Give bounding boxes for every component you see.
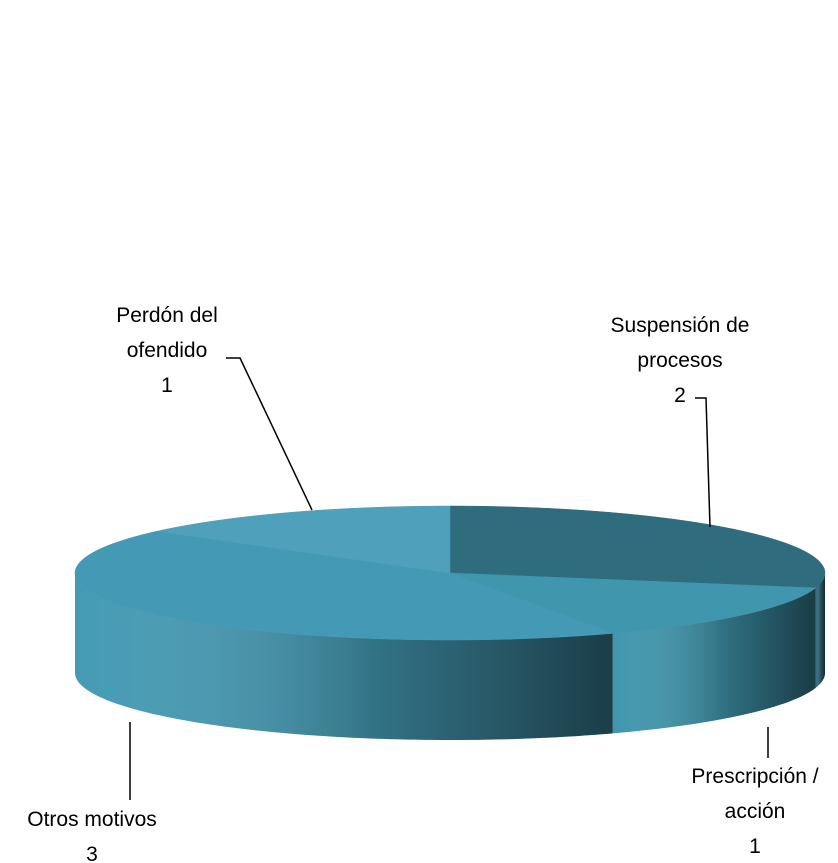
- leader-lines: [129, 357, 769, 800]
- label-name: Prescripción / acción: [691, 765, 819, 823]
- pie-side-shade: [612, 587, 816, 734]
- tops: [74, 505, 826, 641]
- pie-slice: [449, 505, 826, 589]
- pie-side-shade: [75, 573, 613, 740]
- label-name: Suspensión de procesos: [610, 314, 750, 372]
- label-value: 1: [161, 374, 173, 397]
- label-value: 3: [86, 843, 98, 863]
- data-label: Otros motivos 3: [2, 802, 182, 863]
- data-label: Perdón del ofendido 1: [92, 298, 242, 403]
- label-name: Otros motivos: [27, 808, 157, 831]
- data-label: Prescripción / acción 1: [672, 759, 838, 863]
- data-label: Suspensión de procesos 2: [590, 308, 770, 413]
- label-value: 1: [749, 835, 761, 858]
- pie-slice: [74, 530, 613, 641]
- sides: [75, 573, 825, 740]
- label-value: 2: [674, 384, 686, 407]
- leader-line: [695, 397, 711, 528]
- pie-side-shade: [815, 573, 825, 688]
- leader-line: [226, 357, 313, 511]
- pie-slice: [156, 505, 451, 574]
- pie-slice: [449, 572, 817, 634]
- label-name: Perdón del ofendido: [116, 304, 218, 362]
